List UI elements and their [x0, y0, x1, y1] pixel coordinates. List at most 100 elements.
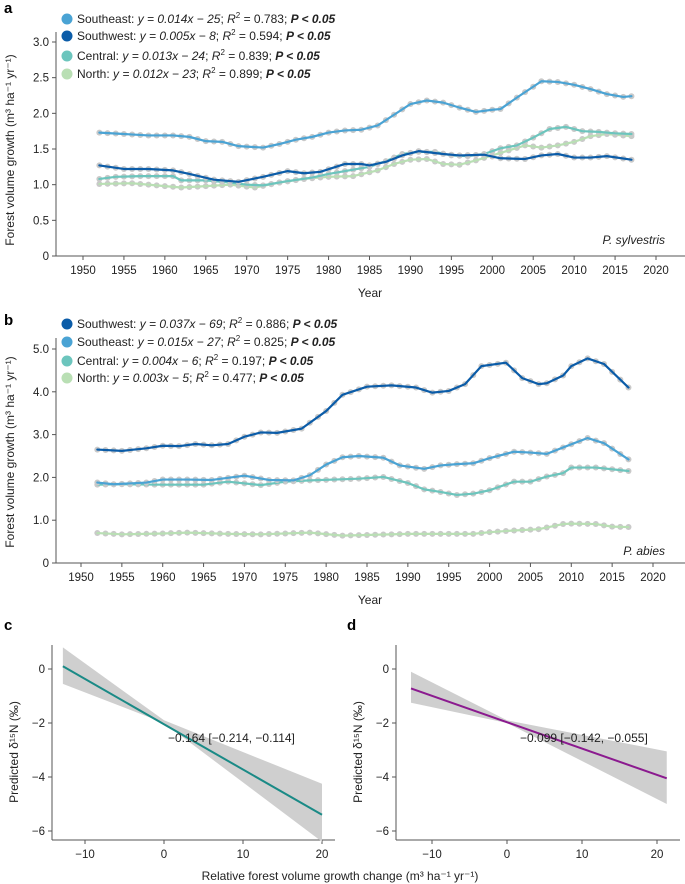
y-tick-label: −6	[376, 826, 389, 838]
legend-series-name: Southeast:	[77, 12, 138, 26]
confidence-band	[62, 647, 322, 842]
legend-text: North: y = 0.012x − 23; R2 = 0.899; P < …	[77, 66, 311, 81]
legend-r2-value: = 0.825;	[240, 335, 290, 349]
legend-entry: Southeast: y = 0.014x − 25; R2 = 0.783; …	[61, 11, 336, 26]
species-label: P. abies	[623, 544, 665, 558]
legend-r2-sup: 2	[231, 28, 236, 37]
series-line	[96, 357, 630, 452]
legend-r2-symbol: R	[229, 317, 238, 331]
x-tick-label: 2020	[640, 572, 666, 584]
x-tick-label: 2010	[558, 572, 584, 584]
legend-r2-value: = 0.594;	[236, 29, 286, 43]
series-line	[96, 466, 630, 497]
legend-entry: Central: y = 0.004x − 6; R2 = 0.197; P <…	[61, 353, 314, 368]
legend-text: Southwest: y = 0.005x − 8; R2 = 0.594; P…	[77, 28, 331, 43]
legend-p-value: P < 0.05	[275, 49, 320, 63]
legend-entry: North: y = 0.012x − 23; R2 = 0.899; P < …	[61, 66, 311, 81]
legend-entry: Southwest: y = 0.037x − 69; R2 = 0.886; …	[61, 316, 338, 331]
legend-swatch	[61, 372, 73, 384]
x-tick-label: 20	[651, 849, 664, 861]
x-tick-label: 2005	[520, 265, 546, 277]
y-tick-label: 0.5	[33, 215, 49, 227]
panel-c: c 0 −2 −4 −6 −10 0 10 20 Predicted δ¹⁵N (‰) −0.164…	[4, 617, 335, 861]
x-tick-label: 1985	[357, 265, 383, 277]
y-tick-label: 5.0	[33, 344, 49, 356]
legend-entry: Southeast: y = 0.015x − 27; R2 = 0.825; …	[61, 334, 336, 349]
legend-r2-sup: 2	[238, 316, 243, 325]
x-tick-label: 1960	[152, 265, 178, 277]
x-tick-label: 10	[237, 849, 250, 861]
series-north	[94, 520, 632, 539]
x-tick-label: 2020	[643, 265, 669, 277]
series-southwest	[94, 355, 632, 454]
legend-equation: y = 0.037x − 69	[139, 317, 223, 331]
x-tick-label: 1995	[439, 265, 465, 277]
series-line	[98, 80, 633, 149]
y-tick-label: 0	[43, 558, 49, 570]
legend-series-name: Central:	[77, 354, 122, 368]
legend-swatch	[61, 68, 73, 80]
legend-r2-sup: 2	[236, 334, 241, 343]
legend-r2-symbol: R	[222, 29, 231, 43]
series-line	[96, 436, 630, 486]
series-north	[96, 131, 635, 191]
x-tick-label: 1995	[436, 572, 462, 584]
legend-r2-value: = 0.899;	[216, 67, 266, 81]
legend-swatch	[61, 336, 73, 348]
legend-r2-sup: 2	[211, 66, 216, 75]
x-tick-label: 2000	[477, 572, 503, 584]
x-tick-label: 0	[161, 849, 167, 861]
series-southeast	[94, 435, 632, 488]
series-line	[98, 132, 633, 189]
legend-entry: North: y = 0.003x − 5; R2 = 0.477; P < 0…	[61, 370, 304, 385]
x-tick-label: 10	[576, 849, 589, 861]
legend-sep: ;	[220, 12, 227, 26]
legend-r2-value: = 0.197;	[218, 354, 268, 368]
x-tick-label: 1950	[68, 572, 94, 584]
legend-text: Central: y = 0.004x − 6; R2 = 0.197; P <…	[77, 353, 314, 368]
legend-text: Southeast: y = 0.015x − 27; R2 = 0.825; …	[77, 334, 336, 349]
x-tick-label: 1970	[232, 572, 258, 584]
legend-r2-sup: 2	[236, 11, 241, 20]
legend-series-name: North:	[77, 371, 113, 385]
x-tick-label: 1970	[234, 265, 260, 277]
x-tick-label: 1955	[109, 572, 135, 584]
legend-r2-value: = 0.783;	[240, 12, 290, 26]
y-tick-label: 2.0	[33, 108, 49, 120]
legend-equation: y = 0.003x − 5	[112, 371, 189, 385]
x-tick-label: 1950	[70, 265, 96, 277]
x-tick-label: 0	[504, 849, 510, 861]
panel-label: c	[4, 617, 12, 634]
legend-swatch	[61, 355, 73, 367]
legend-swatch	[61, 50, 73, 62]
slope-annotation: −0.099 [−0.142, −0.055]	[520, 731, 648, 745]
y-tick-label: 1.5	[33, 144, 49, 156]
x-tick-label: 2010	[561, 265, 587, 277]
legend-series-name: Southwest:	[77, 317, 140, 331]
regression-line	[62, 665, 323, 816]
y-tick-label: 4.0	[33, 387, 49, 399]
y-tick-label: −4	[376, 772, 390, 784]
legend-sep: ;	[216, 29, 223, 43]
y-tick-label: 1.0	[33, 180, 49, 192]
x-tick-label: 1955	[111, 265, 137, 277]
legend-equation: y = 0.013x − 24	[121, 49, 205, 63]
legend-series-name: Southeast:	[77, 335, 138, 349]
legend-swatch	[61, 13, 73, 25]
panel-d: d 0 −2 −4 −6 −10 0 10 20 Predicted δ¹⁵N (‰) −0.099…	[347, 617, 680, 861]
legend-entry: Southwest: y = 0.005x − 8; R2 = 0.594; P…	[61, 28, 331, 43]
legend-text: Southeast: y = 0.014x − 25; R2 = 0.783; …	[77, 11, 336, 26]
series-central	[94, 464, 632, 498]
series-central	[96, 123, 635, 189]
y-axis-label: Forest volume growth (m³ ha⁻¹ yr⁻¹)	[3, 54, 17, 245]
legend-p-value: P < 0.05	[293, 317, 338, 331]
legend-series-name: North:	[77, 67, 113, 81]
legend-text: Central: y = 0.013x − 24; R2 = 0.839; P …	[77, 48, 320, 63]
legend-swatch	[61, 318, 73, 330]
x-tick-label: −10	[75, 849, 95, 861]
panel-label: a	[4, 0, 13, 17]
x-tick-label: 1990	[395, 572, 421, 584]
legend-sep: ;	[222, 317, 229, 331]
legend-p-value: P < 0.05	[291, 12, 336, 26]
